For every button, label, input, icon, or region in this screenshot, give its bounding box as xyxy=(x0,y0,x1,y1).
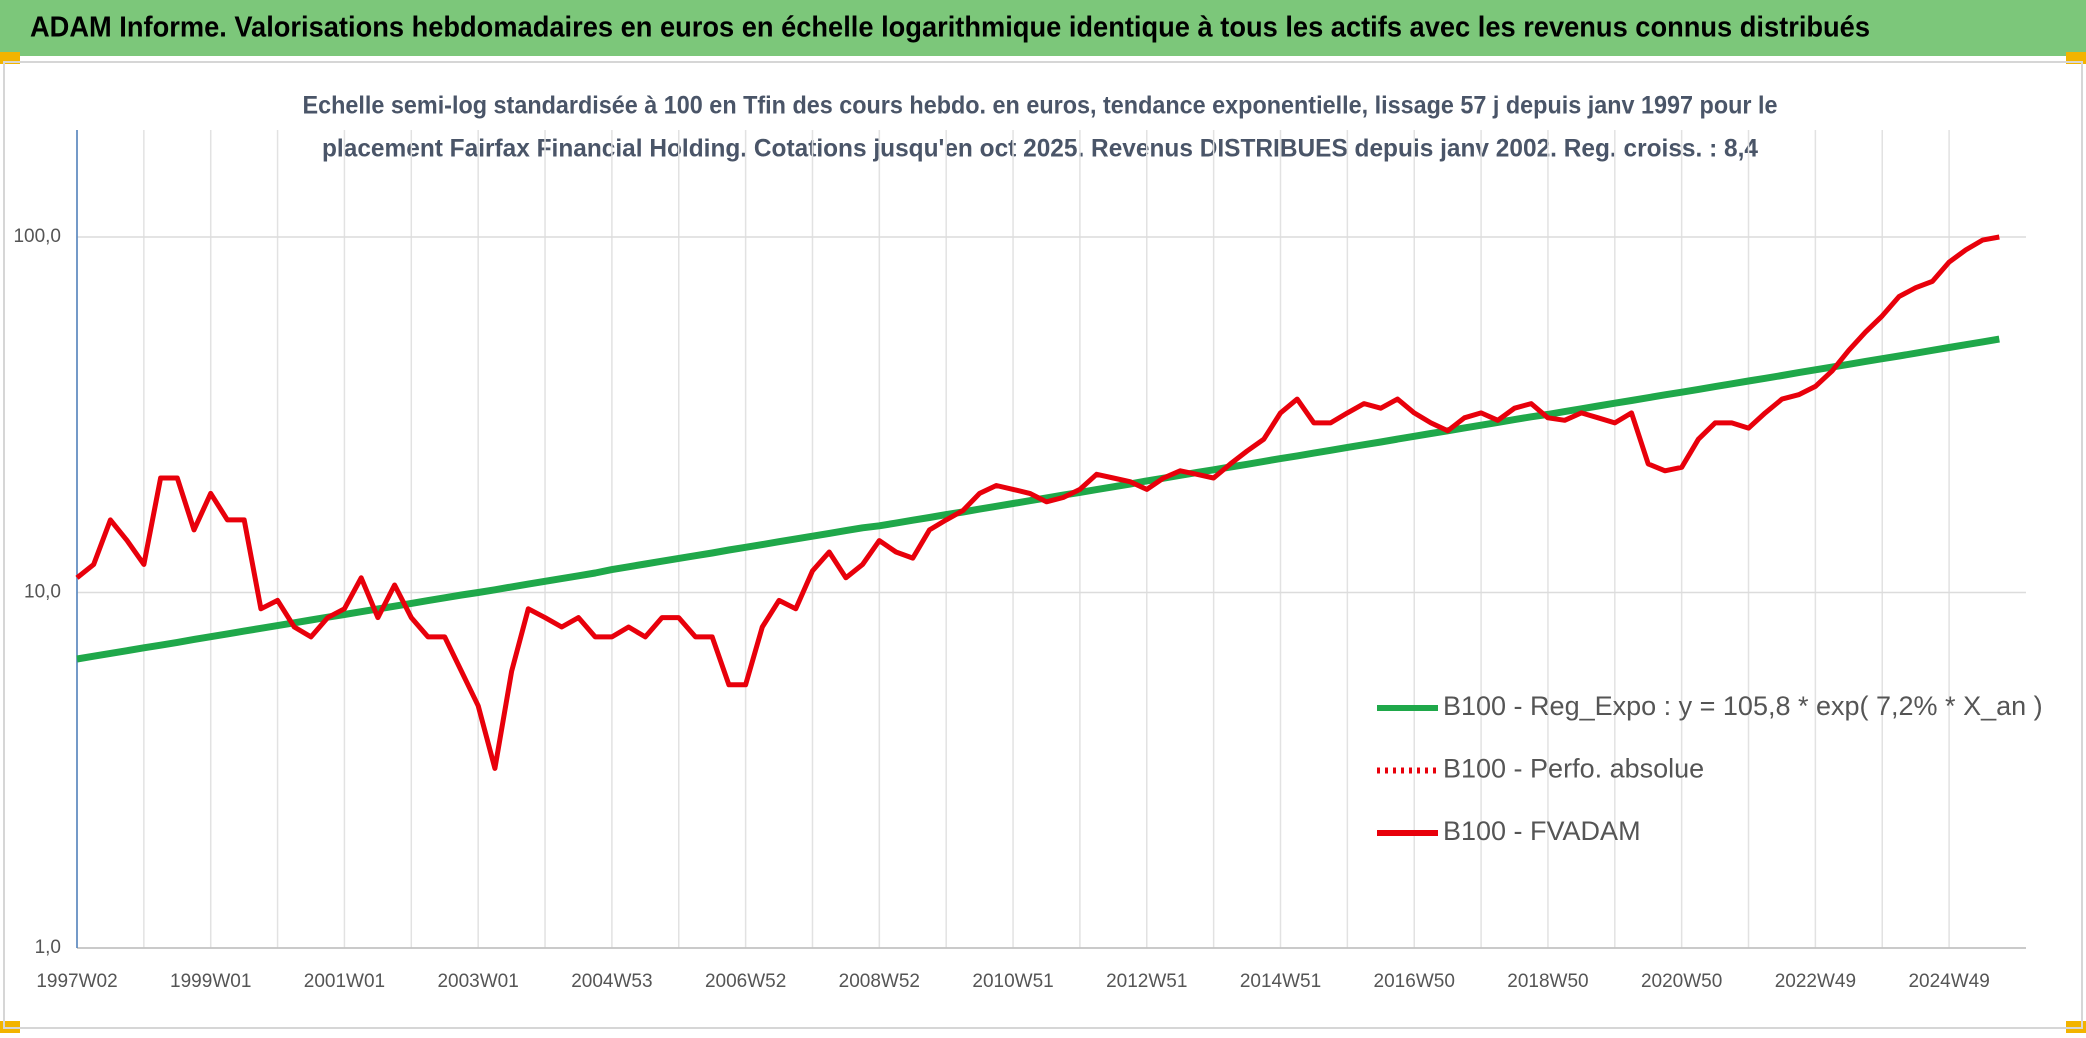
x-tick-label: 2014W51 xyxy=(1240,971,1321,992)
x-tick-label: 1997W02 xyxy=(36,971,117,992)
x-tick-label: 2016W50 xyxy=(1374,971,1455,992)
x-tick-label: 2024W49 xyxy=(1908,971,1989,992)
y-tick-label: 10,0 xyxy=(24,582,61,603)
x-tick-label: 2010W51 xyxy=(972,971,1053,992)
header-bar xyxy=(0,0,2086,56)
x-tick-label: 2006W52 xyxy=(705,971,786,992)
x-tick-label: 2018W50 xyxy=(1507,971,1588,992)
legend-label: B100 - Perfo. absolue xyxy=(1443,754,1704,784)
x-tick-label: 2020W50 xyxy=(1641,971,1722,992)
plot-area: 1,0 10,0 100,0 1997W02 1999W01 2001W01 2003W01… xyxy=(13,130,2043,992)
x-tick-label: 2004W53 xyxy=(571,971,652,992)
legend-label: B100 - Reg_Expo : y = 105,8 * exp( 7,2% … xyxy=(1443,691,2043,721)
header-title: ADAM Informe. Valorisations hebdomadaire… xyxy=(30,12,1870,44)
series-line xyxy=(75,234,2000,771)
x-tick-label: 1999W01 xyxy=(170,971,251,992)
x-tick-label: 2001W01 xyxy=(304,971,385,992)
x-tick-label: 2003W01 xyxy=(437,971,518,992)
chart-title: placement Fairfax Financial Holding. Cot… xyxy=(322,135,1758,163)
x-tick-label: 2022W49 xyxy=(1775,971,1856,992)
legend-label: B100 - FVADAM xyxy=(1443,816,1641,846)
x-tick-label: 2012W51 xyxy=(1106,971,1187,992)
y-tick-label: 1,0 xyxy=(35,937,61,958)
chart-title: Echelle semi-log standardisée à 100 en T… xyxy=(303,92,1778,120)
frame xyxy=(3,61,2083,1029)
y-tick-label: 100,0 xyxy=(13,226,61,247)
x-tick-label: 2008W52 xyxy=(839,971,920,992)
